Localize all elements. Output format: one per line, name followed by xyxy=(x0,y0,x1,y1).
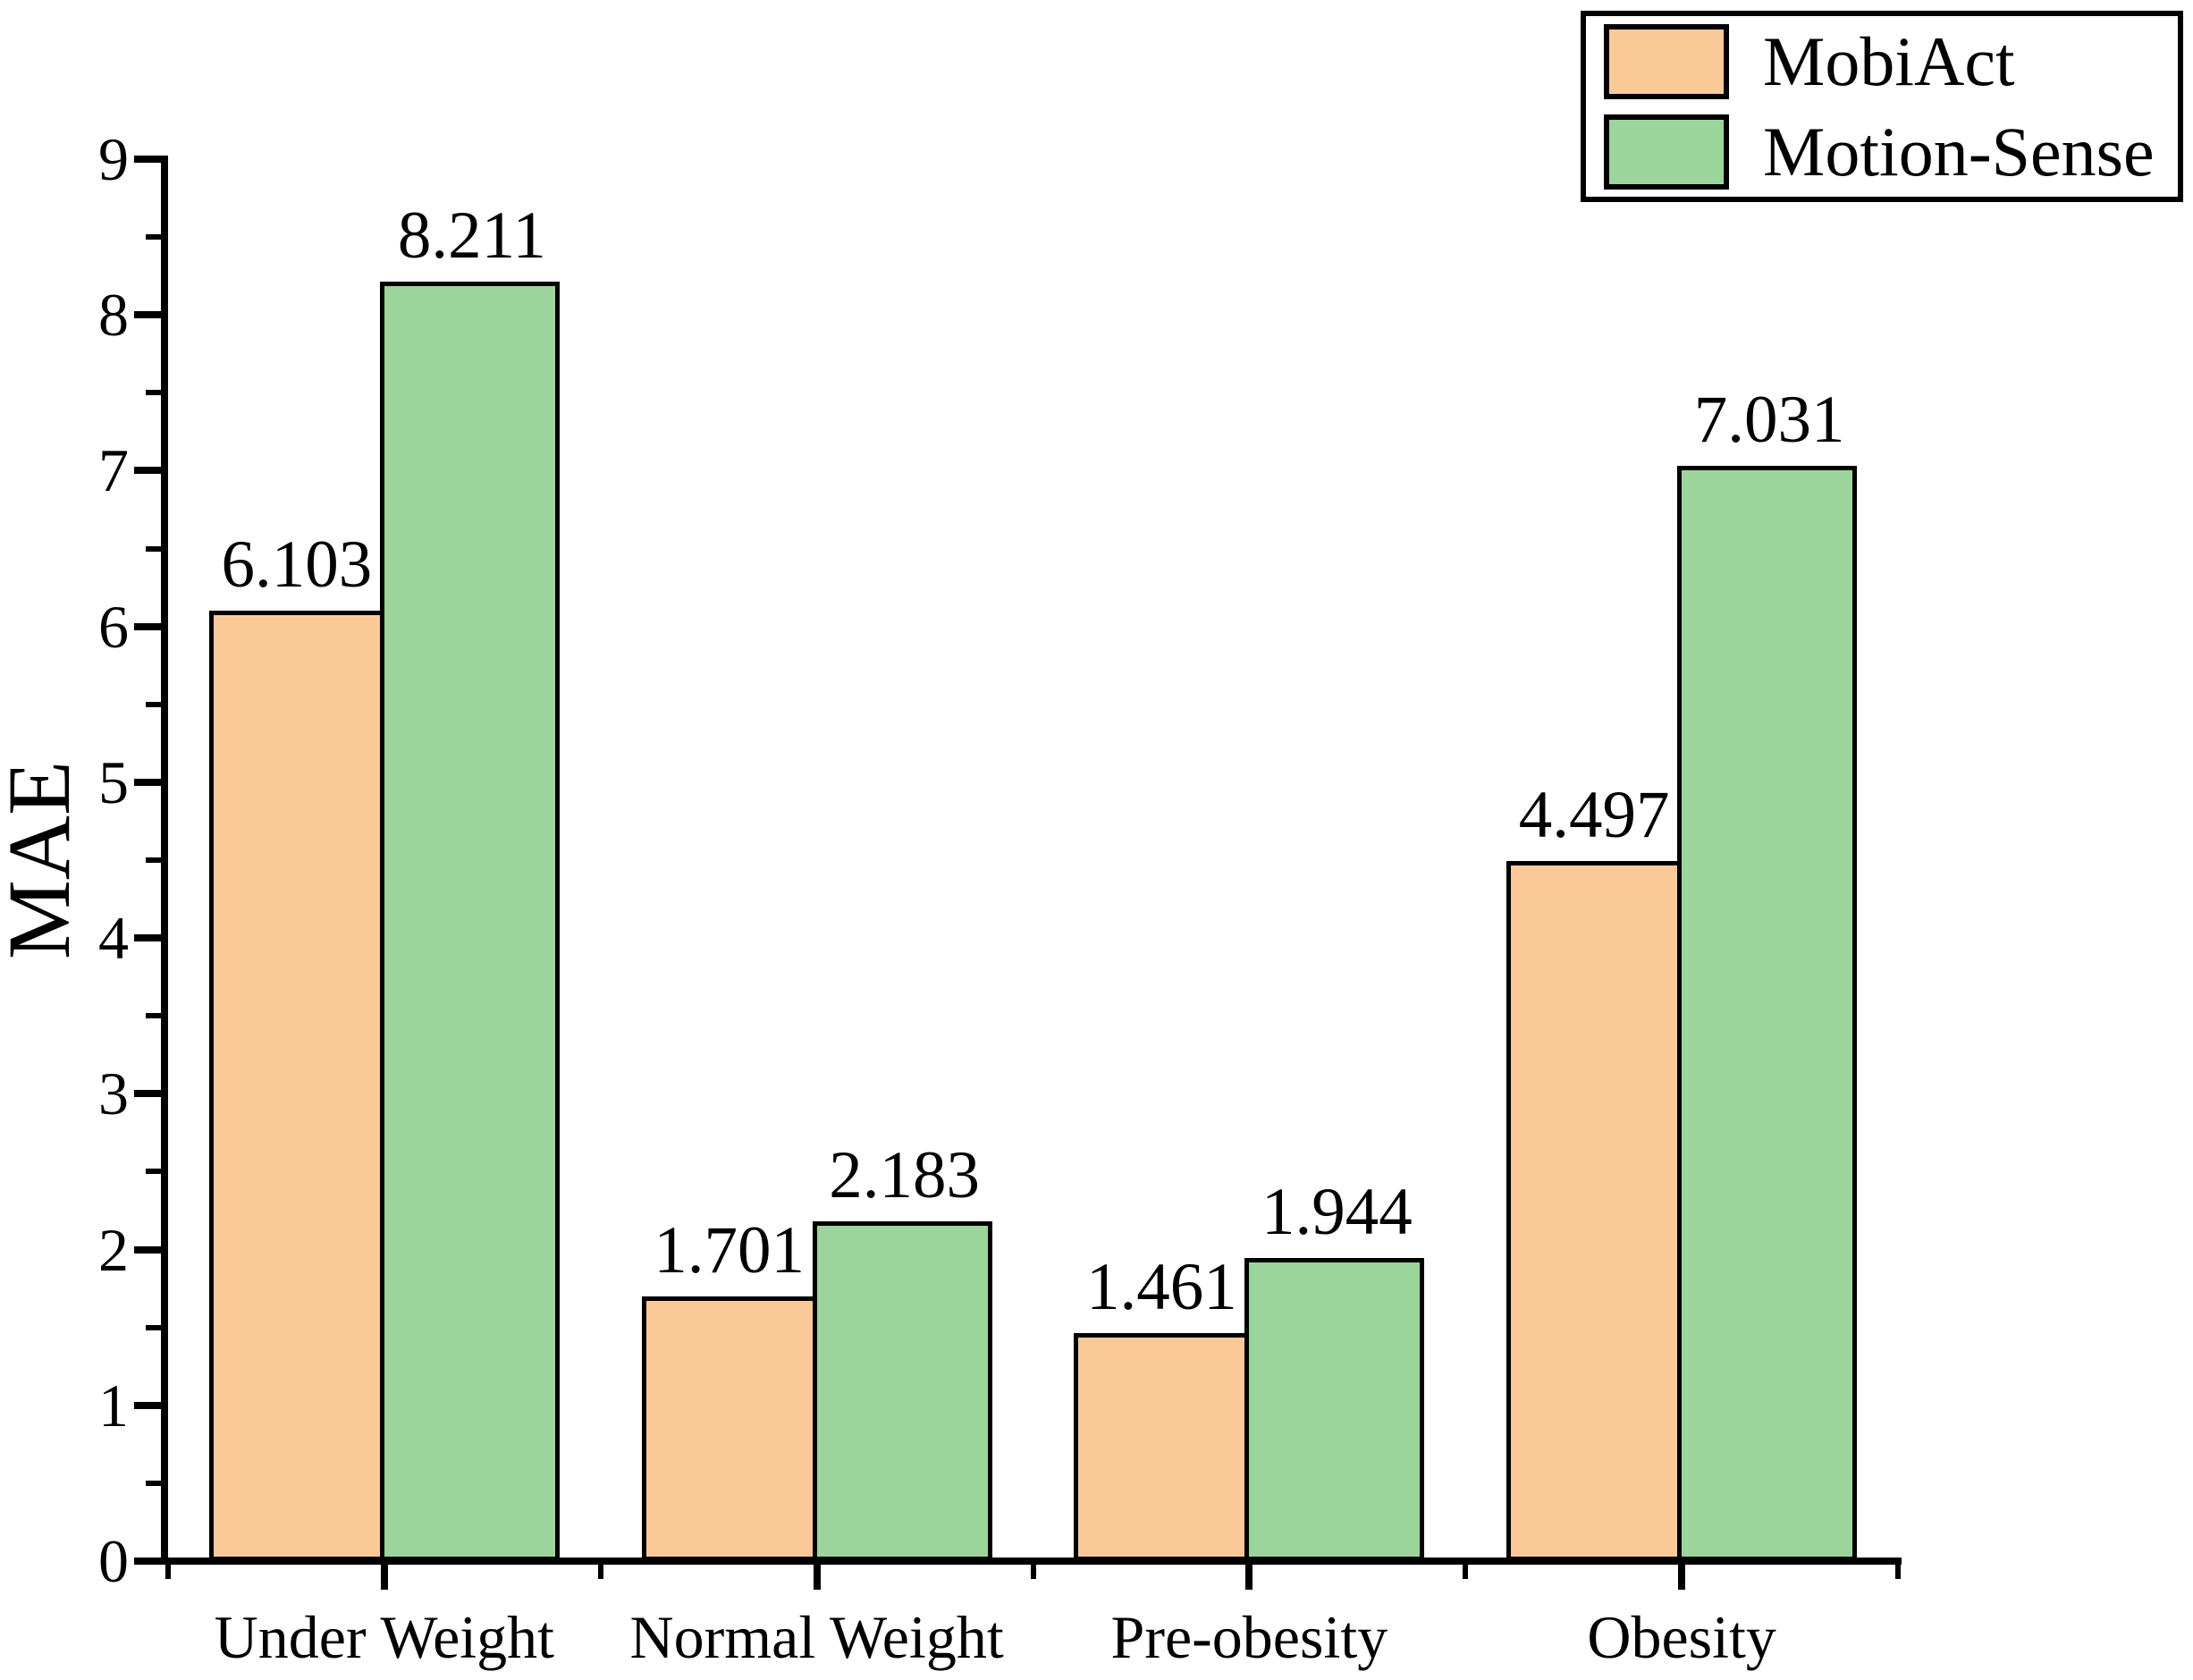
value-label-motion-sense-obesity: 7.031 xyxy=(1693,383,1845,458)
y-minor-tick xyxy=(146,390,161,396)
y-major-tick-5 xyxy=(134,778,161,786)
y-major-tick-1 xyxy=(134,1401,161,1409)
x-minor-tick xyxy=(165,1565,171,1579)
bar-mobiact-under-weight xyxy=(208,610,384,1561)
y-tick-label-4: 4 xyxy=(98,904,129,973)
x-minor-tick xyxy=(1463,1565,1469,1579)
value-label-mobiact-normal-weight: 1.701 xyxy=(654,1212,805,1287)
y-minor-tick xyxy=(146,1324,161,1330)
x-tick-label-pre-obesity: Pre-obesity xyxy=(1110,1603,1388,1671)
x-minor-tick xyxy=(1030,1565,1036,1579)
y-minor-tick xyxy=(146,1013,161,1019)
y-major-tick-8 xyxy=(134,311,161,319)
y-axis-line xyxy=(161,156,168,1565)
bar-mobiact-obesity xyxy=(1506,860,1683,1561)
x-major-tick-under-weight xyxy=(380,1565,388,1590)
value-label-mobiact-obesity: 4.497 xyxy=(1518,777,1670,852)
legend-swatch-motion-sense xyxy=(1604,114,1729,190)
x-tick-label-under-weight: Under Weight xyxy=(214,1603,555,1671)
legend: MobiAct Motion-Sense xyxy=(1581,11,2183,202)
y-minor-tick xyxy=(146,1169,161,1175)
y-major-tick-6 xyxy=(134,622,161,630)
y-minor-tick xyxy=(146,701,161,707)
y-minor-tick xyxy=(146,1480,161,1486)
y-minor-tick xyxy=(146,857,161,863)
y-axis-title: MAE xyxy=(0,760,89,960)
value-label-motion-sense-normal-weight: 2.183 xyxy=(829,1137,980,1212)
value-label-mobiact-pre-obesity: 1.461 xyxy=(1086,1250,1237,1325)
legend-item-motion-sense: Motion-Sense xyxy=(1586,106,2178,197)
y-major-tick-0 xyxy=(134,1558,161,1565)
y-tick-label-8: 8 xyxy=(98,281,129,350)
x-tick-label-normal-weight: Normal Weight xyxy=(629,1603,1004,1671)
legend-label-mobiact: MobiAct xyxy=(1763,21,2015,100)
y-tick-label-7: 7 xyxy=(98,436,129,505)
y-tick-label-1: 1 xyxy=(98,1371,129,1439)
y-tick-label-2: 2 xyxy=(98,1215,129,1284)
y-tick-label-5: 5 xyxy=(98,747,129,816)
y-tick-label-0: 0 xyxy=(98,1527,129,1595)
bar-motion-sense-under-weight xyxy=(379,282,560,1561)
value-label-motion-sense-under-weight: 8.211 xyxy=(397,198,546,274)
x-minor-tick xyxy=(1895,1565,1901,1579)
y-tick-label-3: 3 xyxy=(98,1059,129,1128)
x-major-tick-obesity xyxy=(1678,1565,1686,1590)
legend-swatch-mobiact xyxy=(1604,23,1729,99)
y-tick-label-6: 6 xyxy=(98,592,129,661)
y-major-tick-7 xyxy=(134,467,161,475)
y-tick-label-9: 9 xyxy=(98,125,129,193)
bar-motion-sense-obesity xyxy=(1677,466,1858,1561)
legend-label-motion-sense: Motion-Sense xyxy=(1763,112,2155,190)
y-minor-tick xyxy=(146,545,161,552)
x-axis-line xyxy=(161,1558,1902,1565)
x-tick-label-obesity: Obesity xyxy=(1587,1603,1776,1671)
value-label-mobiact-under-weight: 6.103 xyxy=(221,527,373,602)
x-minor-tick xyxy=(597,1565,603,1579)
x-major-tick-pre-obesity xyxy=(1245,1565,1253,1590)
bar-mobiact-normal-weight xyxy=(641,1296,817,1561)
bar-motion-sense-pre-obesity xyxy=(1244,1258,1425,1561)
y-major-tick-2 xyxy=(134,1245,161,1254)
bar-mobiact-pre-obesity xyxy=(1074,1333,1250,1561)
bar-motion-sense-normal-weight xyxy=(812,1220,992,1561)
y-major-tick-9 xyxy=(134,156,161,163)
y-major-tick-3 xyxy=(134,1090,161,1098)
y-major-tick-4 xyxy=(134,934,161,942)
x-major-tick-normal-weight xyxy=(813,1565,821,1590)
value-label-motion-sense-pre-obesity: 1.944 xyxy=(1261,1175,1413,1250)
legend-item-mobiact: MobiAct xyxy=(1586,16,2178,106)
y-minor-tick xyxy=(146,234,161,241)
